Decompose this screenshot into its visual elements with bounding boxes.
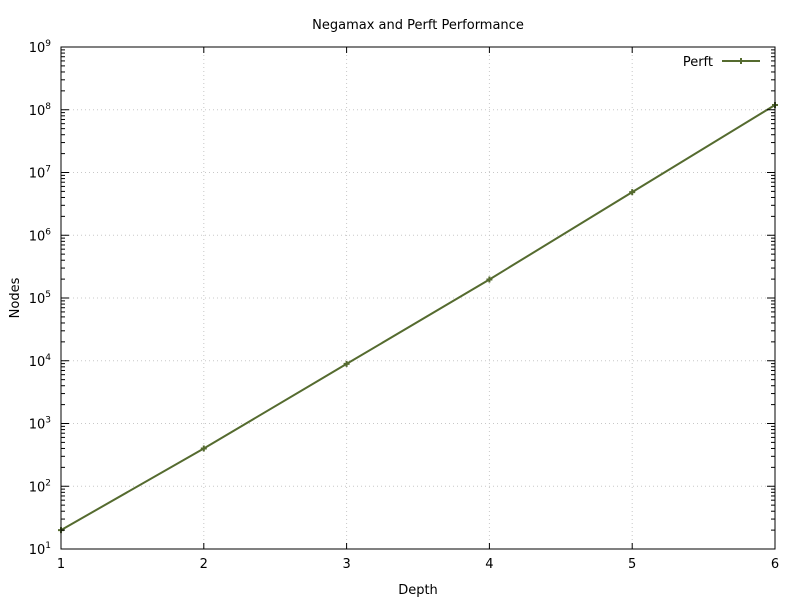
y-tick-label: 103 [29, 416, 51, 433]
legend-marker [738, 58, 744, 64]
y-tick-label: 104 [29, 353, 52, 370]
y-axis-label: Nodes [8, 277, 23, 318]
y-tick-label: 109 [29, 39, 52, 56]
legend: Perft [683, 55, 760, 70]
data-point [486, 276, 493, 283]
y-tick-label: 107 [29, 165, 51, 182]
grid [61, 47, 775, 549]
x-axis-label: Depth [398, 583, 438, 598]
y-tick-label: 108 [29, 102, 52, 119]
chart-title: Negamax and Perft Performance [312, 18, 524, 33]
x-tick-label: 2 [200, 557, 208, 572]
x-tick-label: 6 [771, 557, 779, 572]
x-tick-label: 1 [57, 557, 65, 572]
y-tick-label: 102 [29, 478, 51, 495]
data-point [629, 189, 636, 196]
data-point [343, 360, 350, 367]
x-tick-label: 3 [342, 557, 350, 572]
y-tick-label: 101 [29, 541, 51, 558]
legend-label: Perft [683, 55, 713, 70]
data-point [200, 445, 207, 452]
y-tick-label: 106 [29, 227, 52, 244]
ticks: 1 2 3 4 5 6 101 102 103 104 105 106 107 108 109 [29, 39, 779, 572]
x-tick-label: 4 [485, 557, 493, 572]
series-line-perft [60, 104, 776, 531]
y-tick-label: 105 [29, 290, 51, 307]
x-tick-label: 5 [628, 557, 636, 572]
